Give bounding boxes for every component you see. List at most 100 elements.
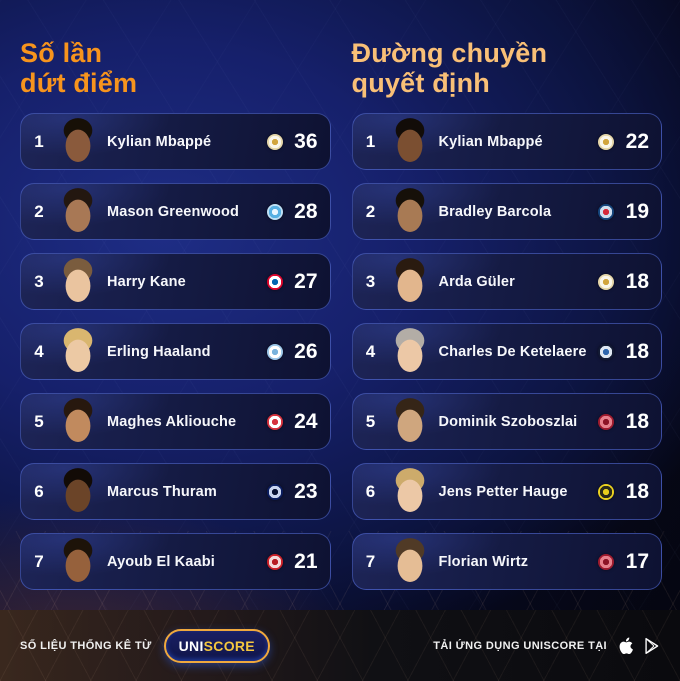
player-avatar — [57, 115, 99, 169]
shots-title-line1: Số lần — [20, 38, 103, 68]
player-avatar — [57, 465, 99, 519]
player-name: Dominik Szoboszlai — [438, 413, 578, 430]
player-avatar — [389, 395, 431, 449]
source-label: SỐ LIỆU THỐNG KÊ TỪ — [20, 639, 152, 652]
ranking-row: 4 Erling Haaland 26 — [20, 323, 331, 380]
ranking-row: 1 Kylian Mbappé 22 — [351, 113, 662, 170]
stat-value: 22 — [625, 129, 649, 153]
rank-label: 3 — [365, 271, 376, 291]
stats-infographic: Số lần dứt điểm Đường chuyền quyết định … — [20, 38, 662, 590]
shots-ranking-list: 1 Kylian Mbappé 36 2 Mason Greenwood 28 … — [20, 113, 331, 590]
uniscore-logo-text-score: SCORE — [203, 637, 255, 654]
ranking-row: 7 Ayoub El Kaabi 21 — [20, 533, 331, 590]
player-avatar — [57, 255, 99, 309]
ranking-row: 6 Jens Petter Hauge 18 — [351, 463, 662, 520]
inter-milan-badge-icon — [266, 483, 283, 500]
psg-badge-icon — [598, 203, 614, 220]
real-madrid-badge-icon — [598, 273, 614, 290]
footer-bar: SỐ LIỆU THỐNG KÊ TỪ UNI SCORE TẢI ỨNG DỤN… — [0, 610, 680, 681]
real-madrid-badge-icon — [598, 133, 614, 150]
stat-value: 18 — [625, 409, 649, 433]
player-avatar — [57, 185, 99, 239]
section-headers: Số lần dứt điểm Đường chuyền quyết định — [20, 38, 662, 98]
ranking-row: 6 Marcus Thuram 23 — [20, 463, 331, 520]
stat-value: 27 — [294, 269, 318, 293]
player-avatar — [57, 325, 99, 379]
ranking-row: 7 Florian Wirtz 17 — [351, 533, 662, 590]
ranking-row: 2 Mason Greenwood 28 — [20, 183, 331, 240]
uniscore-logo[interactable]: UNI SCORE — [163, 628, 270, 663]
man-city-badge-icon — [266, 343, 283, 360]
ranking-row: 2 Bradley Barcola 19 — [351, 183, 662, 240]
stat-value: 17 — [625, 549, 649, 573]
player-avatar — [389, 255, 431, 309]
marseille-badge-icon — [266, 203, 283, 220]
assists-title-line2: quyết định — [351, 68, 490, 98]
player-name: Kylian Mbappé — [107, 133, 212, 150]
player-avatar — [389, 465, 431, 519]
ranking-row: 3 Arda Güler 18 — [351, 253, 662, 310]
player-avatar — [57, 395, 99, 449]
apple-icon[interactable] — [618, 637, 633, 655]
stat-value: 26 — [294, 339, 318, 363]
liverpool-badge-icon — [598, 413, 614, 430]
player-name: Charles De Ketelaere — [438, 343, 587, 360]
stat-value: 18 — [625, 339, 649, 363]
shots-section-title: Số lần dứt điểm — [20, 38, 331, 98]
liverpool-badge-icon — [598, 553, 614, 570]
rank-label: 1 — [34, 131, 44, 151]
rank-label: 6 — [34, 481, 44, 501]
olympiacos-badge-icon — [266, 553, 283, 570]
rank-label: 2 — [365, 201, 376, 221]
stat-value: 36 — [294, 129, 318, 153]
ranking-row: 1 Kylian Mbappé 36 — [20, 113, 331, 170]
player-name: Jens Petter Hauge — [438, 483, 568, 500]
player-name: Harry Kane — [107, 273, 186, 290]
stat-value: 28 — [294, 199, 318, 223]
player-name: Kylian Mbappé — [438, 133, 543, 150]
download-label: TẢI ỨNG DỤNG UNISCORE TẠI — [433, 639, 607, 652]
player-name: Bradley Barcola — [438, 203, 552, 220]
rank-label: 4 — [365, 341, 376, 361]
ranking-row: 5 Maghes Akliouche 24 — [20, 393, 331, 450]
player-name: Ayoub El Kaabi — [107, 553, 215, 570]
footer-source: SỐ LIỆU THỐNG KÊ TỪ UNI SCORE — [20, 628, 270, 663]
rank-label: 4 — [34, 341, 44, 361]
ranking-row: 4 Charles De Ketelaere 18 — [351, 323, 662, 380]
rank-label: 2 — [34, 201, 44, 221]
player-name: Maghes Akliouche — [107, 413, 237, 430]
assists-section-title: Đường chuyền quyết định — [352, 38, 663, 98]
uniscore-logo-text-uni: UNI — [178, 637, 204, 654]
player-name: Arda Güler — [438, 273, 515, 290]
player-name: Erling Haaland — [107, 343, 211, 360]
monaco-badge-icon — [266, 413, 283, 430]
bodo-glimt-badge-icon — [598, 483, 614, 500]
player-avatar — [389, 325, 431, 379]
atalanta-badge-icon — [598, 343, 614, 360]
rank-label: 5 — [365, 411, 376, 431]
rank-label: 1 — [365, 131, 376, 151]
player-name: Mason Greenwood — [107, 203, 239, 220]
stat-value: 19 — [625, 199, 649, 223]
ranking-columns: 1 Kylian Mbappé 36 2 Mason Greenwood 28 … — [20, 113, 662, 590]
ranking-row: 5 Dominik Szoboszlai 18 — [351, 393, 662, 450]
rank-label: 5 — [34, 411, 44, 431]
footer-download: TẢI ỨNG DỤNG UNISCORE TẠI — [433, 637, 660, 655]
player-avatar — [389, 115, 431, 169]
bayern-munich-badge-icon — [266, 273, 283, 290]
player-name: Marcus Thuram — [107, 483, 217, 500]
player-avatar — [389, 185, 431, 239]
real-madrid-badge-icon — [266, 133, 283, 150]
assists-title-line1: Đường chuyền — [351, 38, 548, 68]
shots-title-line2: dứt điểm — [20, 68, 138, 98]
ranking-row: 3 Harry Kane 27 — [20, 253, 331, 310]
rank-label: 7 — [365, 551, 376, 571]
stat-value: 18 — [625, 479, 649, 503]
stat-value: 24 — [294, 409, 318, 433]
google-play-icon[interactable] — [644, 637, 660, 655]
rank-label: 3 — [34, 271, 44, 291]
rank-label: 6 — [365, 481, 376, 501]
player-avatar — [57, 535, 99, 589]
player-avatar — [389, 535, 431, 589]
player-name: Florian Wirtz — [438, 553, 529, 570]
